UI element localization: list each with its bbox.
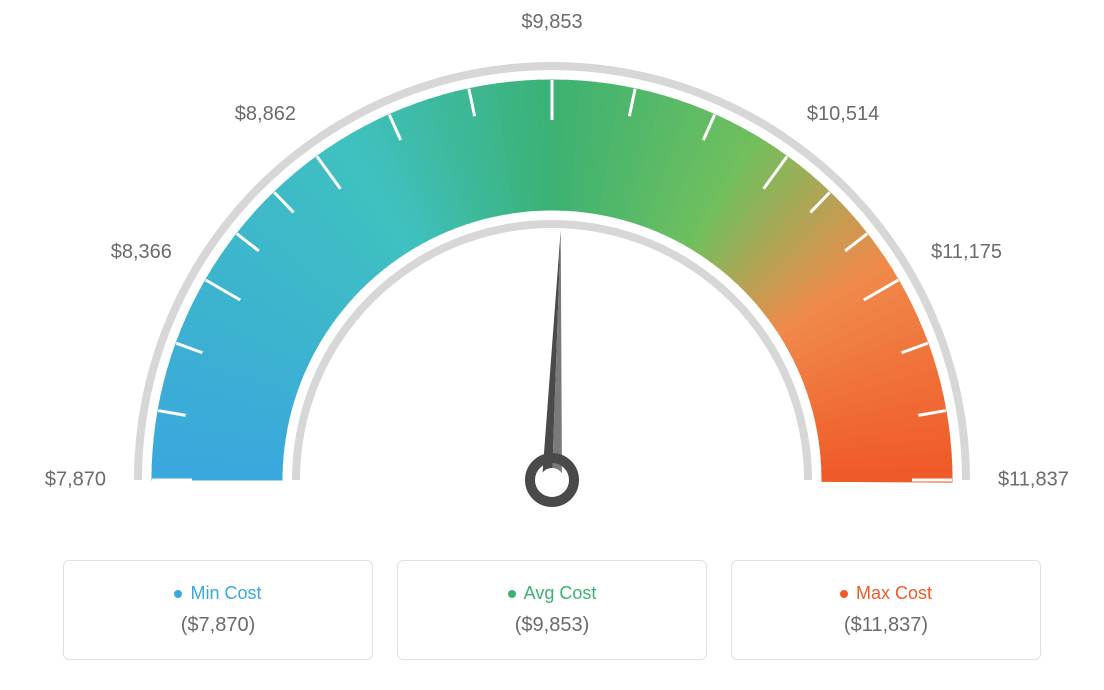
legend-value-min: ($7,870)	[181, 614, 256, 637]
gauge-tick-label: $11,175	[931, 241, 1002, 264]
legend-row: Min Cost ($7,870) Avg Cost ($9,853) Max …	[63, 560, 1041, 660]
gauge-tick-label: $7,870	[45, 469, 106, 492]
legend-label-min: Min Cost	[190, 583, 261, 604]
gauge-svg	[102, 20, 1002, 540]
legend-label-max: Max Cost	[856, 583, 932, 604]
gauge-chart: $7,870$8,366$8,862$9,853$10,514$11,175$1…	[102, 20, 1002, 520]
legend-title-max: Max Cost	[840, 583, 932, 604]
legend-card-avg: Avg Cost ($9,853)	[397, 560, 707, 660]
legend-title-min: Min Cost	[174, 583, 261, 604]
legend-dot-max	[840, 590, 848, 598]
gauge-tick-label: $11,837	[998, 469, 1069, 492]
legend-value-avg: ($9,853)	[515, 614, 590, 637]
legend-dot-avg	[508, 590, 516, 598]
gauge-tick-label: $8,366	[111, 241, 172, 264]
legend-card-max: Max Cost ($11,837)	[731, 560, 1041, 660]
legend-value-max: ($11,837)	[844, 614, 928, 637]
legend-dot-min	[174, 590, 182, 598]
gauge-tick-label: $10,514	[807, 103, 879, 126]
legend-label-avg: Avg Cost	[524, 583, 597, 604]
legend-title-avg: Avg Cost	[508, 583, 597, 604]
gauge-tick-label: $8,862	[235, 103, 296, 126]
gauge-tick-label: $9,853	[521, 11, 582, 34]
legend-card-min: Min Cost ($7,870)	[63, 560, 373, 660]
